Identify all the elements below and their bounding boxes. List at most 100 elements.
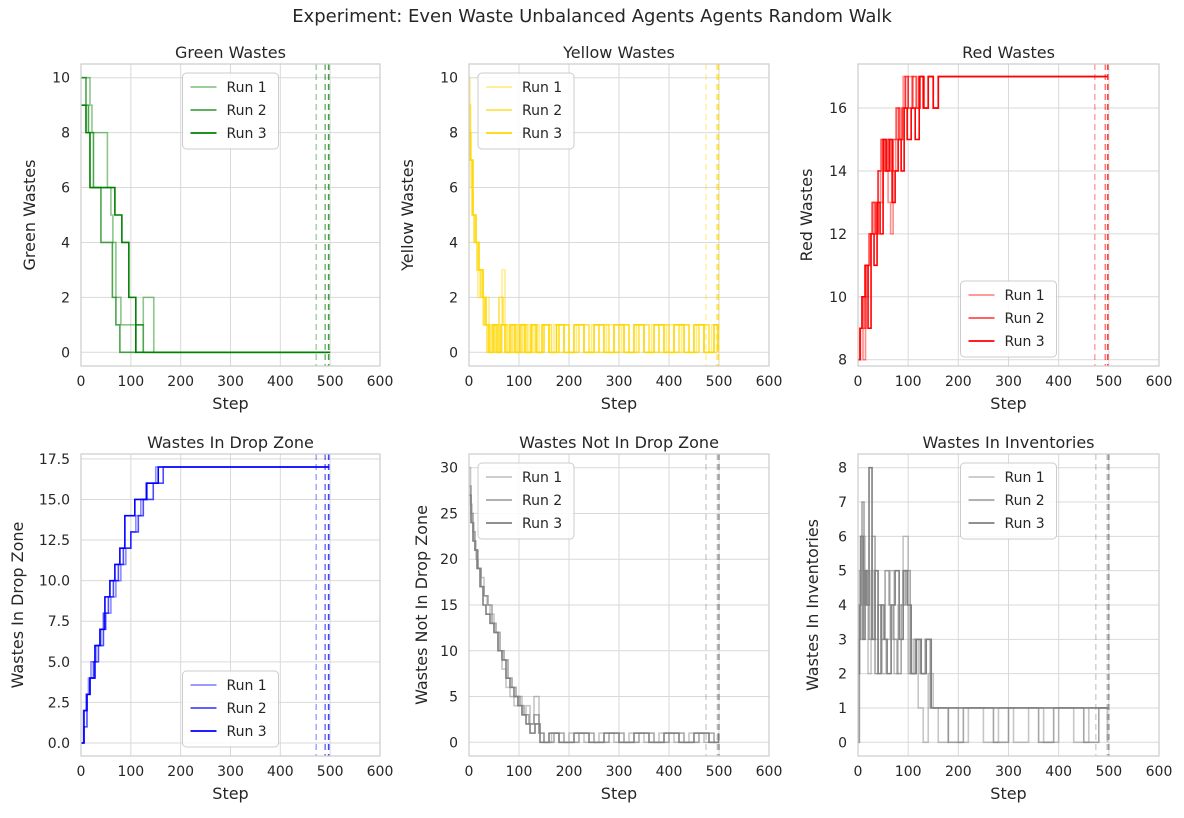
subplot-title: Green Wastes xyxy=(175,43,286,62)
y-tick-label: 5 xyxy=(838,564,847,580)
y-tick-label: 2 xyxy=(449,290,458,306)
y-tick-label: 1 xyxy=(838,701,847,717)
x-tick-label: 200 xyxy=(945,764,972,780)
legend-label: Run 2 xyxy=(1005,311,1045,327)
x-tick-label: 100 xyxy=(506,764,533,780)
subplot-title: Wastes Not In Drop Zone xyxy=(519,433,719,452)
subplot-3: 0 100 200 300 400 500 600 8 10 12 14 16 Red Wastes St… xyxy=(797,43,1172,413)
x-tick-label: 400 xyxy=(267,374,294,390)
y-tick-label: 25 xyxy=(440,506,458,522)
subplot-1: 0 100 200 300 400 500 600 0 2 4 6 8 10 Green Wastes St… xyxy=(20,43,393,413)
subplot-2: 0 100 200 300 400 500 600 0 2 4 6 8 10 Yellow Wastes S… xyxy=(398,43,782,413)
plot-frame xyxy=(857,453,1160,757)
subplot-5: 0 100 200 300 400 500 600 0 5 10 15 20 25 30 Wastes No… xyxy=(412,433,782,803)
x-tick-label: 200 xyxy=(556,764,583,780)
y-tick-label: 7 xyxy=(838,495,847,511)
y-tick-label: 0 xyxy=(61,345,70,361)
plot-frame xyxy=(80,63,381,367)
y-tick-label: 8 xyxy=(838,461,847,477)
y-tick-label: 15.0 xyxy=(39,492,70,508)
legend-label: Run 1 xyxy=(227,80,267,96)
subplot-6: 0 100 200 300 400 500 600 0 1 2 3 4 5 6 7 8 Wastes In In… xyxy=(803,433,1172,803)
x-tick-label: 100 xyxy=(506,374,533,390)
series-line xyxy=(81,104,331,354)
y-axis-label: Wastes In Inventories xyxy=(803,519,822,691)
x-tick-label: 100 xyxy=(895,374,922,390)
legend-label: Run 1 xyxy=(522,80,562,96)
x-tick-label: 300 xyxy=(995,764,1022,780)
x-tick-label: 500 xyxy=(706,374,733,390)
legend-label: Run 1 xyxy=(227,678,267,694)
legend-label: Run 2 xyxy=(522,493,562,509)
y-tick-label: 10 xyxy=(52,71,70,87)
x-tick-label: 300 xyxy=(606,374,633,390)
x-tick-label: 400 xyxy=(656,374,683,390)
legend-label: Run 1 xyxy=(522,470,562,486)
legend-box xyxy=(960,280,1057,358)
y-tick-label: 16 xyxy=(829,101,847,117)
legend-label: Run 1 xyxy=(1005,288,1045,304)
subplot-4: 0 100 200 300 400 500 600 0.0 2.5 5.0 7.5 10.0 12.5 1… xyxy=(8,433,393,803)
y-tick-label: 5 xyxy=(449,690,458,706)
y-tick-label: 0 xyxy=(449,345,458,361)
x-tick-label: 300 xyxy=(995,374,1022,390)
x-axis-label: Step xyxy=(990,784,1026,803)
x-tick-label: 0 xyxy=(465,374,474,390)
y-axis-label: Wastes In Drop Zone xyxy=(8,522,27,689)
subplot-title: Yellow Wastes xyxy=(562,43,675,62)
x-tick-label: 300 xyxy=(217,374,244,390)
x-tick-label: 600 xyxy=(1146,764,1173,780)
y-tick-label: 2.5 xyxy=(48,695,70,711)
y-axis-label: Wastes Not In Drop Zone xyxy=(412,505,431,705)
x-tick-label: 500 xyxy=(1095,764,1122,780)
legend-box xyxy=(960,462,1057,540)
legend-box xyxy=(477,462,575,540)
y-tick-label: 4 xyxy=(449,235,458,251)
x-tick-label: 0 xyxy=(854,764,863,780)
x-tick-label: 200 xyxy=(167,764,194,780)
y-tick-label: 12 xyxy=(829,227,847,243)
y-tick-label: 6 xyxy=(61,181,70,197)
x-tick-label: 200 xyxy=(556,374,583,390)
y-tick-label: 6 xyxy=(449,181,458,197)
legend: Run 1 Run 2 Run 3 xyxy=(182,670,279,748)
x-tick-label: 0 xyxy=(77,764,86,780)
legend-label: Run 3 xyxy=(1005,516,1045,532)
y-axis-label: Red Wastes xyxy=(797,169,816,262)
y-tick-label: 4 xyxy=(61,235,70,251)
series-line xyxy=(469,494,720,744)
x-tick-label: 600 xyxy=(756,374,783,390)
x-tick-label: 500 xyxy=(317,764,344,780)
x-tick-label: 200 xyxy=(945,374,972,390)
x-tick-label: 600 xyxy=(756,764,783,780)
subplot-title: Red Wastes xyxy=(962,43,1055,62)
legend-label: Run 3 xyxy=(227,126,267,142)
legend-label: Run 2 xyxy=(227,701,267,717)
series-line xyxy=(81,76,329,354)
x-tick-label: 600 xyxy=(367,764,394,780)
x-axis-label: Step xyxy=(212,784,248,803)
y-tick-label: 12.5 xyxy=(39,533,70,549)
legend: Run 1 Run 2 Run 3 xyxy=(477,72,575,150)
x-tick-label: 100 xyxy=(117,374,144,390)
x-tick-label: 600 xyxy=(1146,374,1173,390)
x-axis-label: Step xyxy=(601,784,637,803)
x-tick-label: 400 xyxy=(1045,764,1072,780)
series-line xyxy=(81,466,330,744)
y-tick-label: 14 xyxy=(829,164,847,180)
x-tick-label: 0 xyxy=(77,374,86,390)
y-tick-label: 20 xyxy=(440,552,458,568)
x-tick-label: 500 xyxy=(317,374,344,390)
plot-frame xyxy=(468,63,770,367)
legend-box xyxy=(182,670,279,748)
y-tick-label: 8 xyxy=(838,353,847,369)
y-tick-label: 10 xyxy=(440,71,458,87)
subplot-title: Wastes In Drop Zone xyxy=(147,433,314,452)
x-tick-label: 100 xyxy=(117,764,144,780)
y-axis-label: Green Wastes xyxy=(20,160,39,271)
y-tick-label: 3 xyxy=(838,632,847,648)
legend-label: Run 3 xyxy=(227,724,267,740)
x-tick-label: 200 xyxy=(167,374,194,390)
legend-label: Run 2 xyxy=(522,103,562,119)
